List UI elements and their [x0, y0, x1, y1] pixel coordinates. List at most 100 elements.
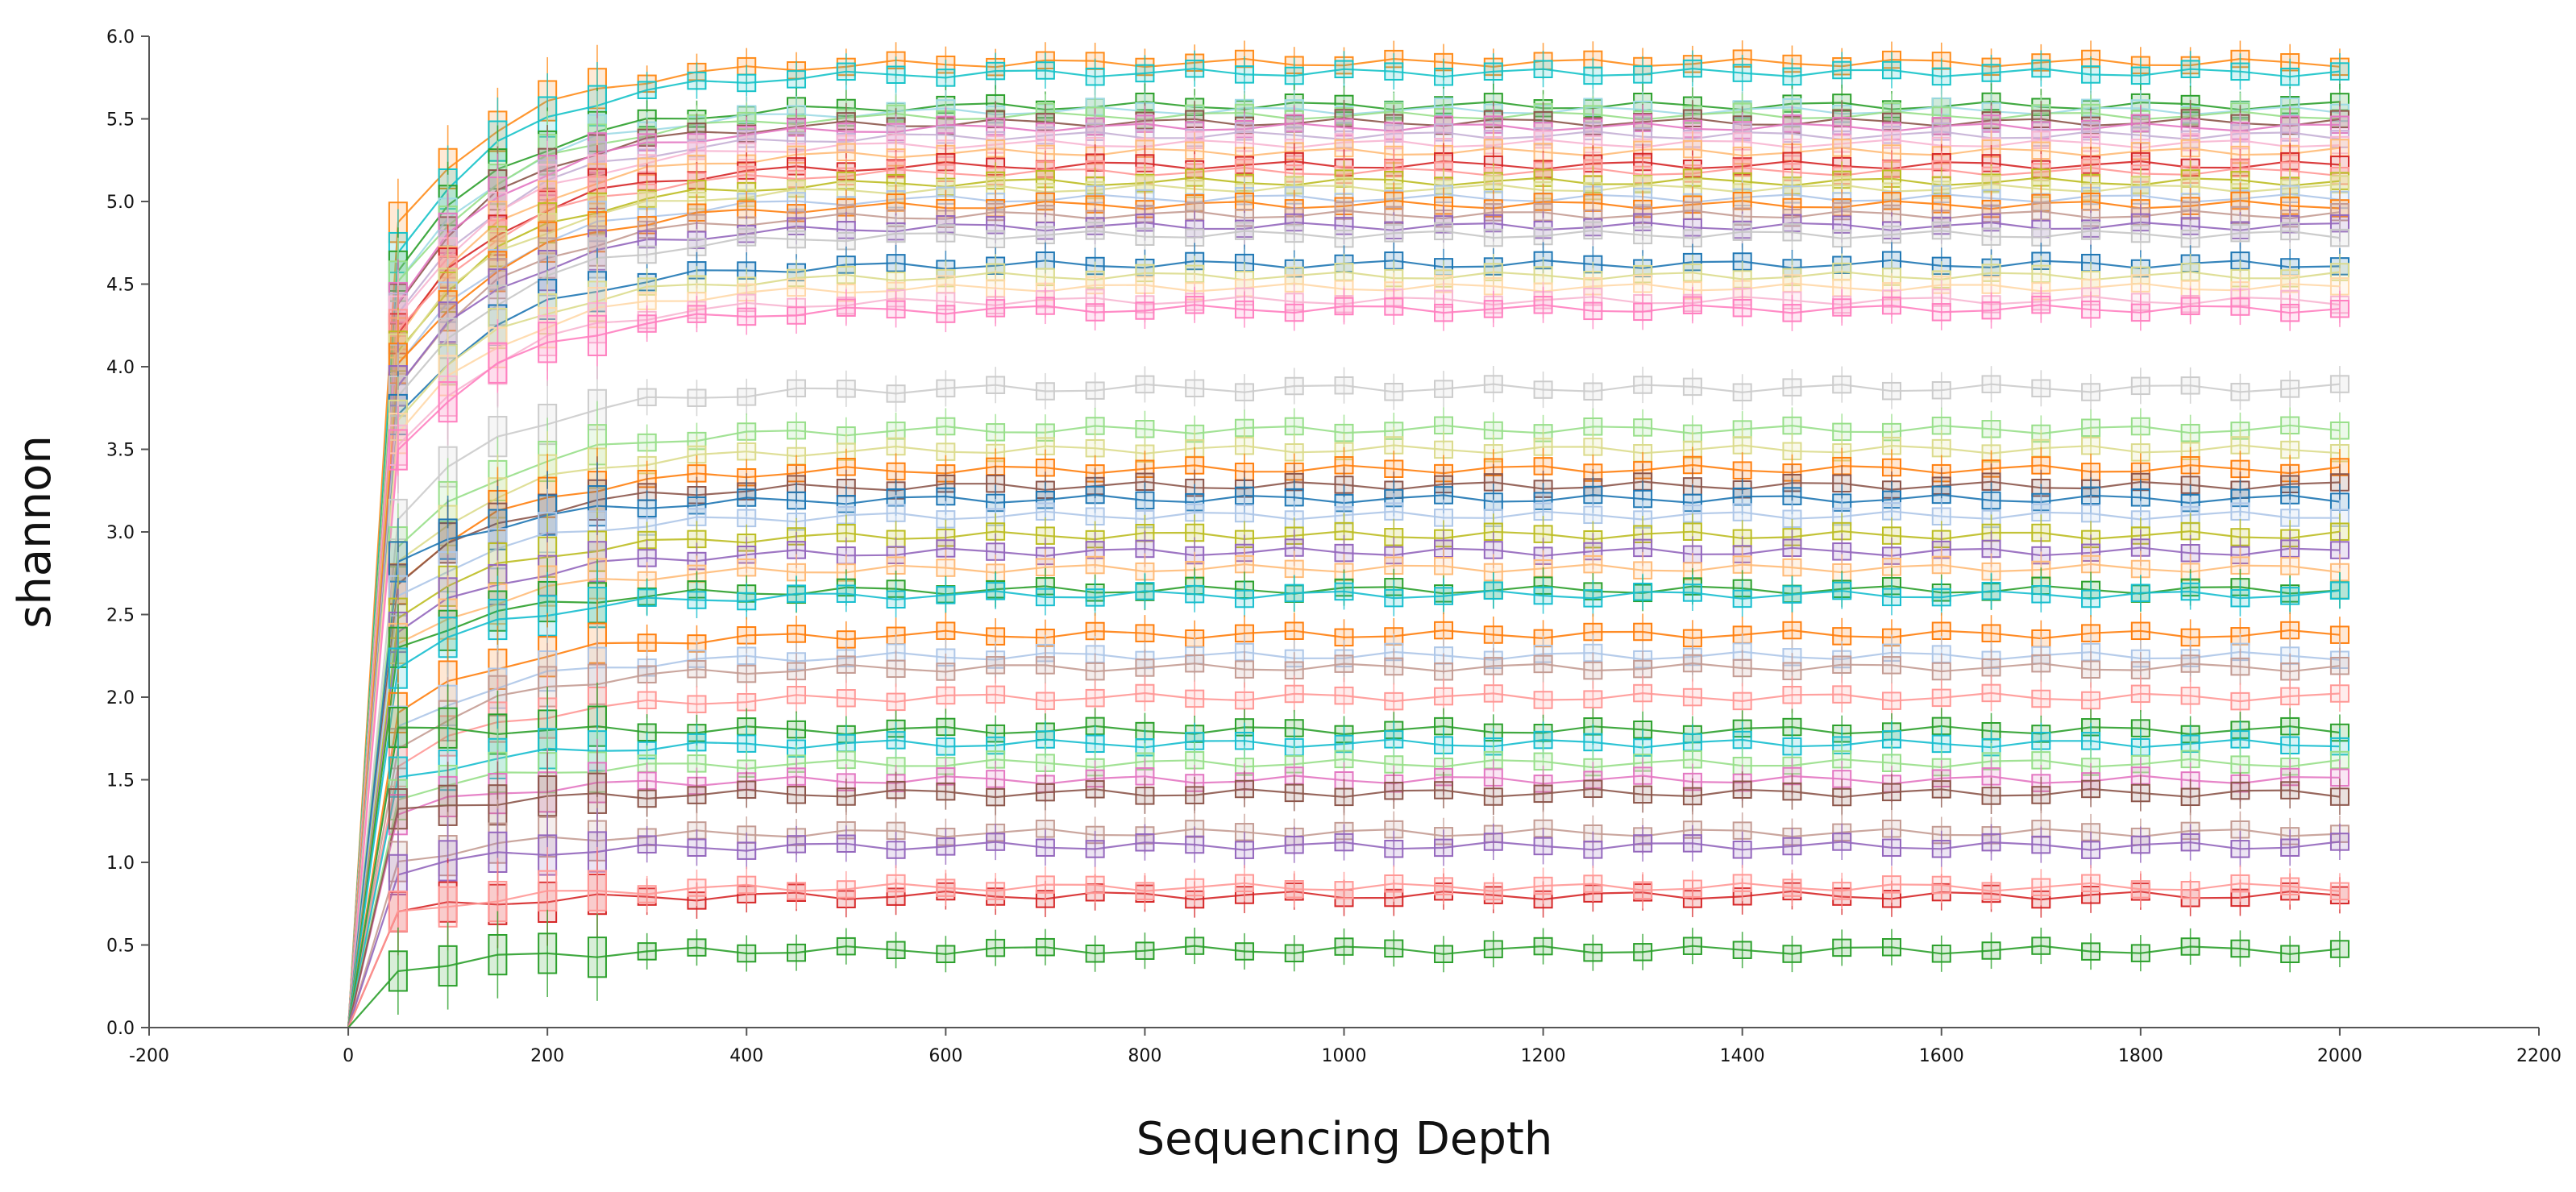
- box-marker: [1185, 654, 1205, 673]
- box-marker: [2130, 224, 2150, 243]
- box-marker: [1483, 787, 1503, 806]
- box-marker: [787, 584, 807, 603]
- box-marker: [2230, 588, 2250, 608]
- box-marker: [737, 592, 757, 611]
- box-marker: [637, 588, 657, 607]
- box-marker: [1035, 588, 1055, 607]
- box-marker: [687, 878, 707, 897]
- box-marker: [1085, 780, 1105, 799]
- box-marker: [2280, 222, 2300, 241]
- box-marker: [687, 938, 707, 957]
- box-marker: [1832, 298, 1852, 317]
- box-marker: [787, 943, 807, 962]
- box-marker: [2280, 67, 2300, 86]
- box-marker: [1483, 228, 1503, 247]
- box-marker: [538, 322, 558, 363]
- box-marker: [2280, 416, 2300, 435]
- box-marker: [1284, 684, 1304, 704]
- box-marker: [2130, 621, 2150, 641]
- x-tick-label: 600: [929, 1046, 962, 1066]
- box-marker: [1832, 882, 1852, 900]
- box-marker: [1583, 733, 1603, 752]
- box-marker: [2280, 662, 2300, 681]
- box-marker: [1234, 841, 1254, 859]
- box-marker: [2081, 691, 2101, 710]
- box-marker: [1085, 438, 1105, 458]
- box-marker: [1782, 621, 1802, 640]
- box-marker: [2230, 223, 2250, 243]
- box-marker: [1135, 658, 1155, 677]
- box-marker: [1135, 227, 1155, 246]
- box-marker: [737, 228, 757, 247]
- box-marker: [1384, 839, 1404, 858]
- box-marker: [1633, 834, 1653, 853]
- box-marker: [1135, 882, 1155, 900]
- box-marker: [2180, 833, 2200, 852]
- box-marker: [936, 945, 956, 964]
- box-marker: [1085, 381, 1105, 400]
- box-marker: [1732, 658, 1752, 678]
- box-marker: [2280, 877, 2300, 896]
- box-marker: [1533, 380, 1553, 399]
- box-marker: [986, 376, 1006, 394]
- box-marker: [1732, 780, 1752, 800]
- box-marker: [2081, 732, 2101, 750]
- box-marker: [2081, 383, 2101, 401]
- box-marker: [1035, 502, 1055, 521]
- box-marker: [2081, 589, 2101, 608]
- box-marker: [1881, 381, 1901, 401]
- box-marker: [1284, 944, 1304, 963]
- box-marker: [1434, 838, 1454, 858]
- box-marker: [737, 692, 757, 712]
- box-marker: [1085, 662, 1105, 681]
- box-marker: [2329, 581, 2350, 600]
- box-marker: [2130, 584, 2150, 602]
- box-marker: [637, 835, 657, 854]
- box-marker: [936, 224, 956, 243]
- box-marker: [836, 655, 856, 674]
- box-marker: [1185, 379, 1205, 397]
- box-marker: [737, 780, 757, 800]
- box-marker: [1334, 582, 1354, 601]
- box-marker: [1583, 438, 1603, 456]
- box-marker: [886, 659, 906, 679]
- box-marker: [1334, 833, 1354, 852]
- box-marker: [1931, 438, 1951, 458]
- box-marker: [1085, 944, 1105, 963]
- box-marker: [2081, 300, 2101, 319]
- box-marker: [986, 685, 1006, 704]
- box-marker: [1633, 376, 1653, 394]
- box-marker: [687, 786, 707, 804]
- box-marker: [2230, 730, 2250, 749]
- box-marker: [2280, 557, 2300, 575]
- box-marker: [1035, 226, 1055, 245]
- box-marker: [1284, 376, 1304, 396]
- box-marker: [886, 504, 906, 522]
- box-marker: [1633, 226, 1653, 245]
- box-marker: [1085, 555, 1105, 575]
- box-marker: [1583, 589, 1603, 608]
- box-marker: [1234, 942, 1254, 961]
- box-marker: [836, 880, 856, 899]
- box-marker: [1185, 786, 1205, 804]
- box-marker: [936, 837, 956, 856]
- box-marker: [836, 787, 856, 806]
- box-marker: [637, 789, 657, 808]
- box-marker: [1434, 621, 1454, 640]
- box-marker: [1185, 689, 1205, 708]
- box-marker: [438, 945, 458, 987]
- x-axis-title: Sequencing Depth: [1136, 1113, 1553, 1165]
- box-marker: [2081, 222, 2101, 240]
- box-marker: [1881, 838, 1901, 858]
- box-marker: [2180, 787, 2200, 807]
- box-marker: [986, 787, 1006, 807]
- box-marker: [1633, 65, 1653, 84]
- box-marker: [2280, 838, 2300, 857]
- box-marker: [787, 306, 807, 325]
- box-marker: [637, 633, 657, 652]
- box-marker: [1732, 874, 1752, 892]
- box-marker: [1284, 584, 1304, 603]
- box-marker: [2230, 939, 2250, 958]
- box-marker: [1981, 624, 2001, 642]
- box-marker: [1284, 880, 1304, 899]
